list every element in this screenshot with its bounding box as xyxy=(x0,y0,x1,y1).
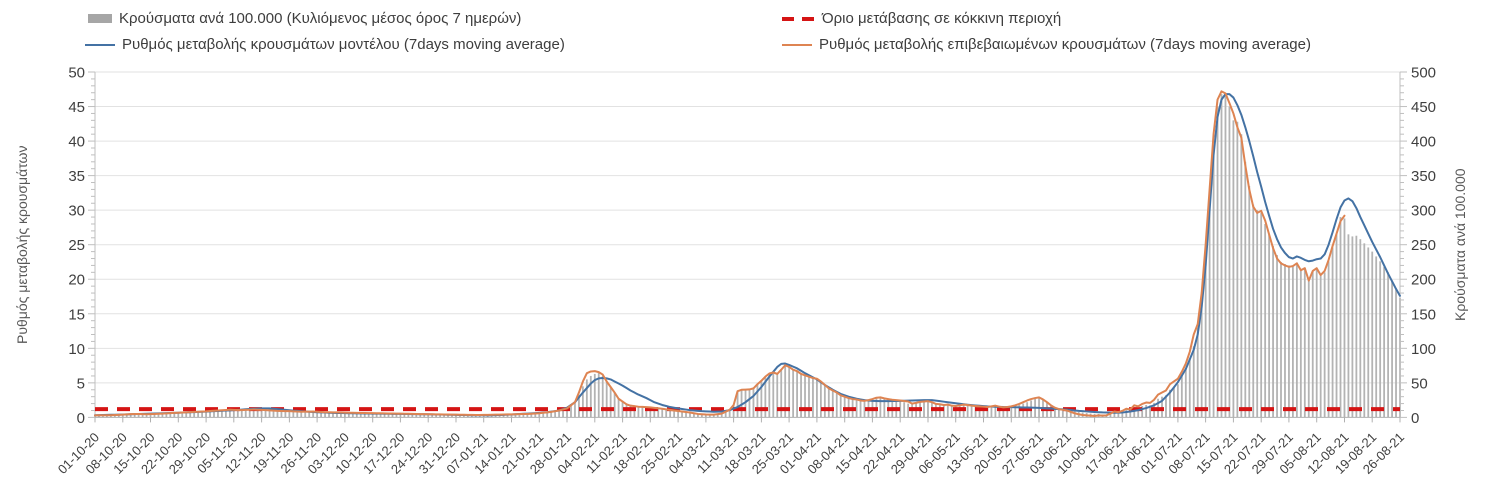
legend-item-cases-per-100k: Κρούσματα ανά 100.000 (Κυλιόμενος μέσος … xyxy=(88,10,521,27)
legend-item-red-threshold: Όριο μετάβασης σε κόκκινη περιοχή xyxy=(782,10,1061,27)
svg-text:35: 35 xyxy=(68,168,85,185)
svg-text:10: 10 xyxy=(68,341,85,358)
svg-text:25: 25 xyxy=(68,237,85,254)
svg-text:0: 0 xyxy=(1411,410,1419,427)
svg-text:500: 500 xyxy=(1411,65,1436,82)
legend-label-cases-per-100k: Κρούσματα ανά 100.000 (Κυλιόμενος μέσος … xyxy=(119,10,522,27)
svg-text:45: 45 xyxy=(68,99,85,116)
svg-text:400: 400 xyxy=(1411,134,1436,151)
orange-line-swatch xyxy=(782,43,812,46)
svg-text:50: 50 xyxy=(1411,375,1428,392)
svg-text:5: 5 xyxy=(77,375,85,392)
legend-item-confirmed-rate: Ρυθμός μεταβολής επιβεβαιωμένων κρουσμάτ… xyxy=(782,36,1311,53)
red-dash-swatch xyxy=(782,16,815,21)
svg-text:100: 100 xyxy=(1411,341,1436,358)
svg-text:0: 0 xyxy=(77,410,85,427)
svg-text:350: 350 xyxy=(1411,168,1436,185)
svg-text:20: 20 xyxy=(68,272,85,289)
svg-text:50: 50 xyxy=(68,65,85,82)
svg-text:250: 250 xyxy=(1411,237,1436,254)
svg-text:300: 300 xyxy=(1411,203,1436,220)
svg-text:150: 150 xyxy=(1411,306,1436,323)
legend-item-model-rate: Ρυθμός μεταβολής κρουσμάτων μοντέλου (7d… xyxy=(85,36,565,53)
legend-label-model-rate: Ρυθμός μεταβολής κρουσμάτων μοντέλου (7d… xyxy=(122,36,565,53)
svg-text:15: 15 xyxy=(68,306,85,323)
svg-text:450: 450 xyxy=(1411,99,1436,116)
legend-label-confirmed-rate: Ρυθμός μεταβολής επιβεβαιωμένων κρουσμάτ… xyxy=(819,36,1311,53)
svg-text:200: 200 xyxy=(1411,272,1436,289)
svg-text:40: 40 xyxy=(68,134,85,151)
svg-text:30: 30 xyxy=(68,203,85,220)
blue-line-swatch xyxy=(85,43,115,46)
legend-label-red-threshold: Όριο μετάβασης σε κόκκινη περιοχή xyxy=(822,10,1062,27)
gray-bar-swatch xyxy=(88,14,112,23)
